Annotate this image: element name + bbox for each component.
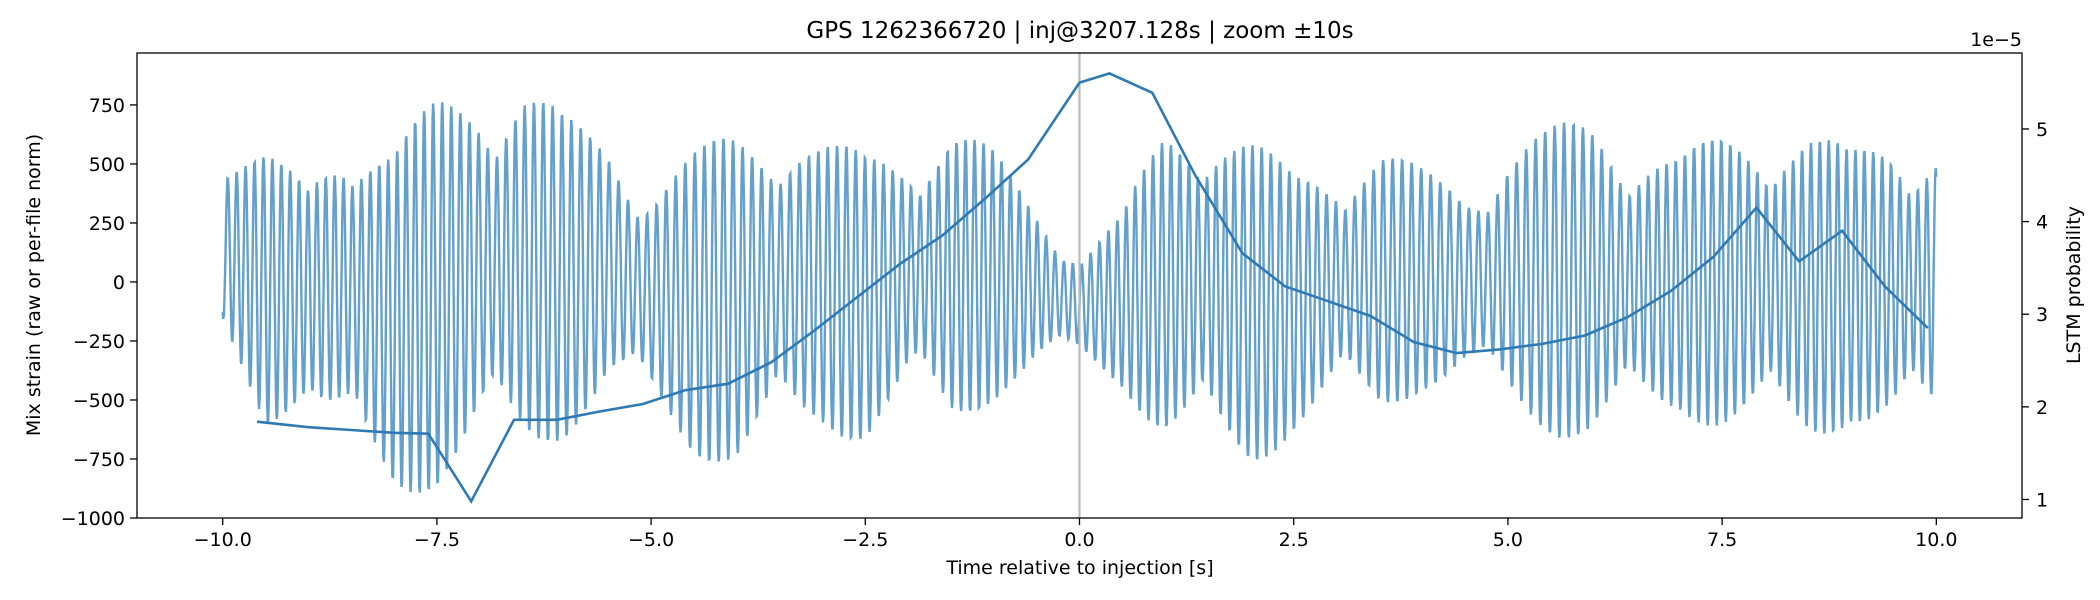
y-tick-label: 250 xyxy=(89,213,125,235)
y-tick-label: −500 xyxy=(73,390,125,412)
y2-tick-label: 1 xyxy=(2036,489,2048,511)
x-tick-label: −7.5 xyxy=(414,529,460,551)
y2-tick-label: 2 xyxy=(2036,397,2048,419)
x-axis-label: Time relative to injection [s] xyxy=(945,557,1213,579)
y2-offset-label: 1e−5 xyxy=(1970,29,2022,51)
x-tick-label: 2.5 xyxy=(1279,529,1309,551)
y-axis-label: Mix strain (raw or per-file norm) xyxy=(23,134,45,436)
y2-axis-label: LSTM probability xyxy=(2063,206,2085,364)
y2-tick-label: 4 xyxy=(2036,212,2048,234)
chart-title: GPS 1262366720 | inj@3207.128s | zoom ±1… xyxy=(806,18,1353,44)
y-axis-right: 1 2 3 4 5 xyxy=(2022,119,2048,511)
probability-line xyxy=(256,72,1929,504)
y2-tick-label: 3 xyxy=(2036,304,2048,326)
probability-series xyxy=(256,72,1929,504)
x-tick-label: −5.0 xyxy=(628,529,674,551)
y-tick-label: −1000 xyxy=(61,508,125,530)
x-tick-label: 10.0 xyxy=(1915,529,1957,551)
x-tick-label: −2.5 xyxy=(842,529,888,551)
y-tick-label: 0 xyxy=(113,272,125,294)
x-axis: −10.0 −7.5 −5.0 −2.5 0.0 2.5 5.0 7.5 10.0 xyxy=(194,518,1957,551)
x-tick-label: 7.5 xyxy=(1707,529,1737,551)
y-tick-label: 750 xyxy=(89,95,125,117)
y-tick-label: −750 xyxy=(73,449,125,471)
y-axis-left: −1000 −750 −500 −250 0 250 500 750 xyxy=(61,95,137,530)
y-tick-label: 500 xyxy=(89,154,125,176)
x-tick-label: 5.0 xyxy=(1493,529,1523,551)
x-tick-label: 0.0 xyxy=(1064,529,1094,551)
y-tick-label: −250 xyxy=(73,331,125,353)
y2-tick-label: 5 xyxy=(2036,119,2048,141)
x-tick-label: −10.0 xyxy=(194,529,252,551)
